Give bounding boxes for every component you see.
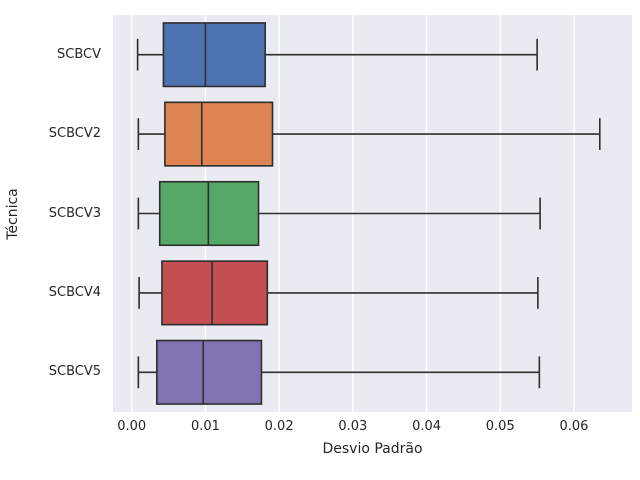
x-tick-label-0.06: 0.06 — [559, 419, 589, 434]
y-tick-label-SCBCV2: SCBCV2 — [48, 126, 101, 142]
box-SCBCV2 — [164, 101, 274, 167]
x-tick-label-0.04: 0.04 — [412, 419, 442, 434]
y-tick-label-SCBCV3: SCBCV3 — [48, 205, 101, 221]
boxplot-svg — [131, 15, 601, 412]
box-SCBCV5 — [155, 339, 263, 405]
plot-area — [113, 15, 632, 412]
x-tick-label-0.00: 0.00 — [117, 419, 147, 434]
box-SCBCV — [162, 22, 266, 88]
x-tick-label-0.02: 0.02 — [264, 419, 294, 434]
y-tick-label-SCBCV5: SCBCV5 — [48, 364, 101, 380]
y-tick-label-SCBCV4: SCBCV4 — [48, 284, 101, 300]
x-axis-title: Desvio Padrão — [322, 441, 423, 457]
y-tick-label-SCBCV: SCBCV — [57, 46, 101, 62]
x-tick-label-0.01: 0.01 — [190, 419, 220, 434]
box-SCBCV4 — [161, 260, 269, 326]
x-tick-label-0.05: 0.05 — [485, 419, 515, 434]
x-tick-label-0.03: 0.03 — [338, 419, 368, 434]
